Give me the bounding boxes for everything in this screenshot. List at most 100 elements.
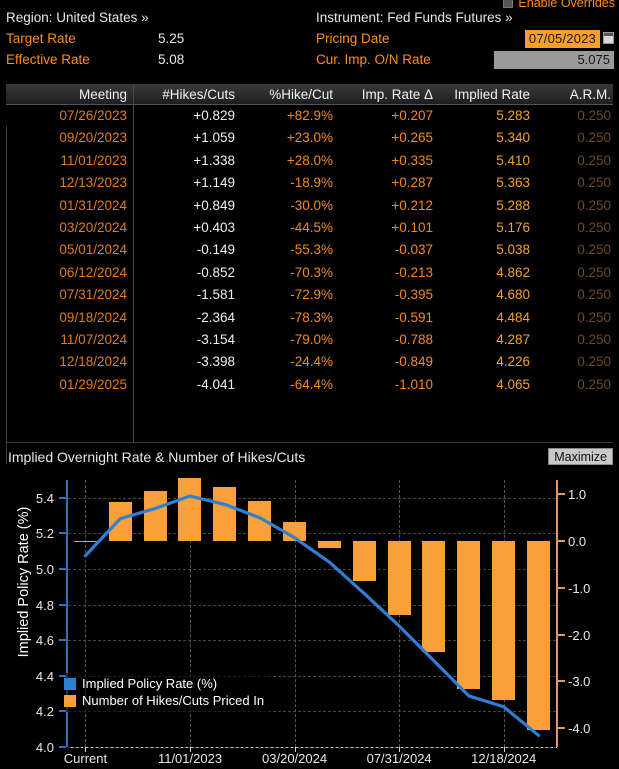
header-panel: Region: United States » Target Rate 5.25… bbox=[0, 8, 619, 74]
cell-arm: 0.250 bbox=[577, 376, 611, 392]
column-header[interactable]: Meeting bbox=[78, 87, 127, 102]
x-axis-tick: Current bbox=[63, 751, 108, 766]
cell-hikes: -2.364 bbox=[196, 309, 235, 325]
chart-bar bbox=[352, 540, 376, 581]
bar-zero bbox=[73, 540, 97, 542]
y-axis-tickmark-left bbox=[59, 710, 66, 713]
cell-delta: +0.207 bbox=[391, 108, 433, 123]
cell-implied: 5.038 bbox=[496, 242, 530, 258]
column-header[interactable]: A.R.M. bbox=[569, 87, 611, 102]
enable-overrides-row[interactable]: Enable Overrides bbox=[503, 0, 615, 10]
x-axis-tickmark bbox=[399, 747, 401, 752]
cell-arm: 0.250 bbox=[577, 309, 611, 325]
cell-implied: 4.287 bbox=[496, 331, 530, 347]
y-axis-tickmark-right bbox=[558, 727, 565, 730]
cell-delta: -0.591 bbox=[394, 309, 433, 325]
chart-title-bar: Implied Overnight Rate & Number of Hikes… bbox=[0, 446, 619, 468]
implied-policy-rate-line bbox=[83, 494, 541, 738]
target-rate-row: Target Rate 5.25 bbox=[6, 29, 306, 50]
table-row[interactable]: 12/13/2023 +1.149 -18.9% +0.287 5.363 0.250 bbox=[6, 172, 613, 194]
table-row[interactable]: 12/18/2024 -3.398 -24.4% -0.849 4.226 0.250 bbox=[6, 351, 613, 373]
grid-line-horizontal bbox=[68, 747, 556, 748]
column-header[interactable]: #Hikes/Cuts bbox=[162, 87, 235, 102]
x-axis-tickmark bbox=[85, 747, 87, 752]
cell-meeting: 09/18/2024 bbox=[59, 309, 127, 325]
plot-area bbox=[68, 478, 556, 748]
cell-implied: 4.226 bbox=[496, 354, 530, 370]
y-axis-tickmark-right bbox=[558, 586, 565, 589]
cell-arm: 0.250 bbox=[577, 219, 611, 235]
region-row[interactable]: Region: United States » bbox=[6, 8, 306, 29]
chart-bar bbox=[492, 540, 516, 701]
cell-implied: 5.288 bbox=[496, 197, 530, 213]
grid-line-horizontal bbox=[68, 533, 556, 535]
y-axis-tickmark-right bbox=[558, 539, 565, 542]
cell-meeting: 07/31/2024 bbox=[59, 287, 127, 303]
chart-title: Implied Overnight Rate & Number of Hikes… bbox=[8, 449, 306, 465]
table-row[interactable]: 11/07/2024 -3.154 -79.0% -0.788 4.287 0.250 bbox=[6, 329, 613, 351]
cell-arm: 0.250 bbox=[577, 197, 611, 213]
chart-bar bbox=[143, 491, 167, 541]
table-row[interactable]: 07/26/2023 +0.829 +82.9% +0.207 5.283 0.250 bbox=[6, 105, 613, 127]
table-row[interactable]: 07/31/2024 -1.581 -72.9% -0.395 4.680 0.250 bbox=[6, 284, 613, 306]
column-separator bbox=[133, 84, 134, 105]
table-row[interactable]: 09/20/2023 +1.059 +23.0% +0.265 5.340 0.250 bbox=[6, 127, 613, 149]
implied-rate-chart: Implied Policy Rate (%) Number of Hikes/… bbox=[0, 468, 619, 769]
grid-line-vertical bbox=[85, 480, 87, 747]
x-axis-tickmark bbox=[190, 747, 191, 752]
cell-meeting: 07/26/2023 bbox=[59, 108, 127, 123]
cell-hikes: -1.581 bbox=[196, 287, 235, 303]
cur-imp-on-rate-value[interactable]: 5.075 bbox=[494, 51, 614, 69]
cell-hikes: +1.149 bbox=[193, 175, 235, 191]
table-row[interactable]: 09/18/2024 -2.364 -78.3% -0.591 4.484 0.250 bbox=[6, 307, 613, 329]
target-rate-label: Target Rate bbox=[6, 31, 76, 46]
table-row[interactable]: 01/31/2024 +0.849 -30.0% +0.212 5.288 0.250 bbox=[6, 195, 613, 217]
grid-line-horizontal bbox=[68, 604, 556, 606]
column-header[interactable]: %Hike/Cut bbox=[269, 87, 333, 102]
column-header[interactable]: Imp. Rate Δ bbox=[361, 87, 433, 102]
cell-arm: 0.250 bbox=[577, 175, 611, 191]
y-axis-tickmark-left bbox=[59, 603, 66, 606]
cell-implied: 4.484 bbox=[496, 309, 530, 325]
cell-delta: -0.849 bbox=[394, 354, 433, 370]
instrument-row[interactable]: Instrument: Fed Funds Futures » bbox=[316, 8, 616, 29]
grid-line-vertical bbox=[294, 480, 296, 747]
cell-arm: 0.250 bbox=[577, 152, 611, 168]
legend-label-bar: Number of Hikes/Cuts Priced In bbox=[82, 693, 265, 708]
pricing-date-row: Pricing Date 07/05/2023 bbox=[316, 29, 616, 50]
cell-delta: +0.335 bbox=[391, 152, 433, 168]
column-header[interactable]: Implied Rate bbox=[454, 87, 530, 102]
table-row[interactable]: 01/29/2025 -4.041 -64.4% -1.010 4.065 0.250 bbox=[6, 374, 613, 396]
cur-imp-on-rate-label: Cur. Imp. O/N Rate bbox=[316, 52, 431, 67]
legend-item-hikes-cuts: Number of Hikes/Cuts Priced In bbox=[64, 692, 264, 709]
cell-arm: 0.250 bbox=[577, 354, 611, 370]
enable-overrides-label: Enable Overrides bbox=[518, 0, 615, 10]
chart-bar bbox=[317, 540, 341, 548]
cell-hikes: +1.338 bbox=[193, 152, 235, 168]
y-axis-tick-left: 5.0 bbox=[35, 562, 54, 577]
pricing-date-label: Pricing Date bbox=[316, 31, 390, 46]
effective-rate-value: 5.08 bbox=[158, 52, 185, 67]
cell-pct: +82.9% bbox=[286, 108, 333, 123]
cell-meeting: 06/12/2024 bbox=[59, 264, 127, 280]
cell-implied: 4.065 bbox=[496, 376, 530, 392]
instrument-label[interactable]: Instrument: Fed Funds Futures » bbox=[316, 10, 513, 25]
cell-hikes: +1.059 bbox=[193, 130, 235, 146]
y-axis-tickmark-left bbox=[59, 496, 66, 499]
cell-arm: 0.250 bbox=[577, 264, 611, 280]
table-row[interactable]: 11/01/2023 +1.338 +28.0% +0.335 5.410 0.250 bbox=[6, 150, 613, 172]
maximize-button[interactable]: Maximize bbox=[548, 448, 613, 465]
enable-overrides-checkbox[interactable] bbox=[503, 0, 514, 8]
y-axis-tick-right: -4.0 bbox=[568, 721, 591, 737]
pricing-date-input[interactable]: 07/05/2023 bbox=[524, 30, 600, 48]
region-label[interactable]: Region: United States » bbox=[6, 10, 149, 25]
cell-delta: -0.213 bbox=[394, 264, 433, 280]
cell-meeting: 11/01/2023 bbox=[60, 152, 127, 168]
table-row[interactable]: 03/20/2024 +0.403 -44.5% +0.101 5.176 0.250 bbox=[6, 217, 613, 239]
table-row[interactable]: 06/12/2024 -0.852 -70.3% -0.213 4.862 0.250 bbox=[6, 262, 613, 284]
x-axis-tick: 12/18/2024 bbox=[471, 751, 537, 766]
calendar-icon[interactable] bbox=[603, 32, 614, 44]
table-row[interactable]: 05/01/2024 -0.149 -55.3% -0.037 5.038 0.250 bbox=[6, 239, 613, 261]
cell-delta: +0.287 bbox=[391, 175, 433, 191]
